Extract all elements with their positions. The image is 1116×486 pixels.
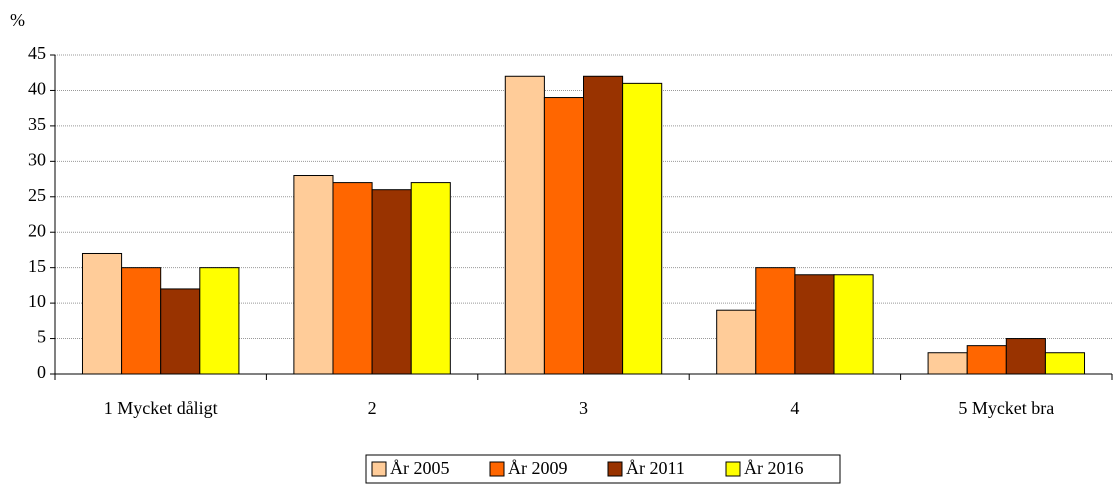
- bar: [371, 189, 412, 375]
- bar: [927, 352, 968, 375]
- y-tick-label: 10: [28, 291, 46, 311]
- bar: [794, 274, 835, 375]
- x-tick-label: 5 Mycket bra: [958, 398, 1054, 418]
- y-tick-label: 5: [37, 327, 46, 347]
- bar: [833, 274, 874, 375]
- bar: [543, 97, 584, 375]
- y-axis-label: %: [10, 10, 25, 30]
- legend-swatch: [489, 461, 505, 477]
- legend-swatch: [725, 461, 741, 477]
- bar: [622, 82, 663, 375]
- y-tick-label: 0: [37, 362, 46, 382]
- y-tick-label: 20: [28, 220, 46, 240]
- bar: [966, 345, 1007, 375]
- y-tick-label: 25: [28, 185, 46, 205]
- bar: [293, 175, 334, 375]
- legend-box: [365, 454, 841, 484]
- x-tick-label: 4: [790, 398, 799, 418]
- legend-label: År 2016: [744, 458, 804, 478]
- bar: [716, 309, 757, 375]
- y-tick-label: 35: [28, 114, 46, 134]
- legend-label: År 2011: [626, 458, 685, 478]
- bar: [583, 75, 624, 375]
- bar: [121, 267, 162, 375]
- legend-label: År 2009: [508, 458, 568, 478]
- x-tick-label: 3: [579, 398, 588, 418]
- legend-swatch: [371, 461, 387, 477]
- bar: [332, 182, 373, 375]
- bar: [755, 267, 796, 375]
- x-tick-label: 1 Mycket dåligt: [104, 398, 218, 418]
- bar: [410, 182, 451, 375]
- y-tick-label: 40: [28, 79, 46, 99]
- legend-label: År 2005: [390, 458, 450, 478]
- bar: [1044, 352, 1086, 375]
- bar: [199, 267, 240, 375]
- y-tick-label: 15: [28, 256, 46, 276]
- bar: [160, 288, 201, 375]
- bar: [81, 252, 123, 375]
- bar: [1005, 338, 1046, 375]
- x-tick-label: 2: [368, 398, 377, 418]
- bar: [504, 75, 545, 375]
- y-tick-label: 45: [28, 43, 46, 63]
- legend-swatch: [607, 461, 623, 477]
- y-tick-label: 30: [28, 149, 46, 169]
